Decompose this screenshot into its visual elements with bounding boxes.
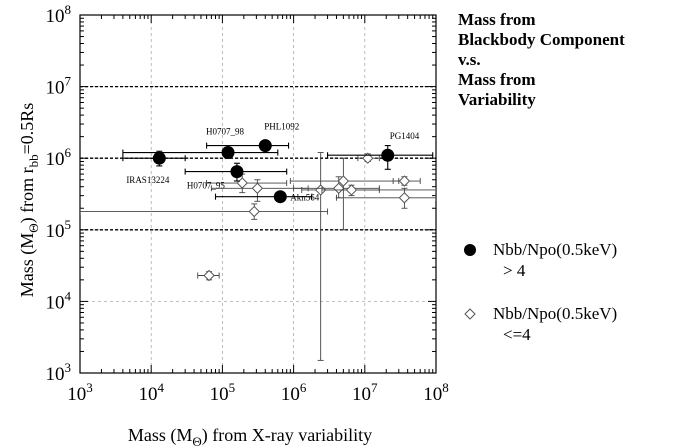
data-point-circle — [152, 151, 166, 165]
x-tick-label: 104 — [138, 380, 164, 405]
plot-frame — [79, 14, 437, 374]
x-tick-label: 108 — [423, 380, 449, 405]
title-line: v.s. — [458, 50, 481, 69]
legend-label: <=4 — [503, 325, 531, 344]
data-point-circle — [230, 165, 244, 179]
data-point-circle — [221, 146, 235, 160]
open-diamond-icon — [464, 308, 476, 320]
data-point-diamond — [398, 192, 411, 204]
data-point-circle — [381, 148, 395, 162]
title-line: Blackbody Component — [458, 30, 625, 49]
data-label: Akn564 — [290, 193, 319, 203]
legend-label: Nbb/Npo(0.5keV) — [493, 304, 618, 323]
title-line: Mass from — [458, 70, 536, 89]
y-tick-label: 104 — [46, 288, 72, 313]
data-label: PHL1092 — [264, 122, 299, 132]
legend-label: > 4 — [503, 261, 526, 280]
data-point-diamond — [345, 184, 358, 196]
data-point-diamond — [398, 175, 411, 187]
x-tick-label: 105 — [210, 380, 236, 405]
data-point-diamond — [248, 205, 260, 218]
data-point-diamond — [337, 175, 350, 187]
x-tick-label: 107 — [352, 380, 378, 405]
data-point-circle — [258, 139, 272, 153]
data-point-diamond — [203, 269, 215, 282]
y-tick-label: 103 — [46, 360, 72, 385]
data-point-diamond — [236, 177, 248, 189]
y-tick-label: 105 — [46, 217, 72, 242]
data-point-circle — [273, 190, 287, 204]
x-axis-label: Mass (MΘ) from X-ray variability — [128, 425, 372, 448]
x-tick-label: 106 — [281, 380, 307, 405]
data-label: IRAS13224 — [126, 175, 170, 185]
filled-circle-icon — [464, 244, 476, 256]
data-point-diamond — [251, 182, 264, 194]
y-axis-label: Mass (MΘ) from rbb=0.5Rs — [17, 103, 41, 298]
data-point-diamond — [332, 182, 345, 194]
legend-label: Nbb/Npo(0.5keV) — [493, 240, 618, 259]
data-label: H0707_95 — [187, 181, 225, 191]
data-layer — [80, 139, 436, 361]
y-tick-label: 108 — [46, 2, 72, 27]
title-line: Variability — [458, 90, 536, 109]
title-line: Mass from — [458, 10, 536, 29]
data-label: H0707_98 — [206, 127, 244, 137]
chart-title: Mass from Blackbody Component v.s. Mass … — [458, 10, 673, 110]
x-tick-label: 103 — [67, 380, 93, 405]
y-tick-label: 106 — [46, 145, 72, 170]
y-tick-label: 107 — [46, 74, 72, 99]
data-label: PG1404 — [390, 131, 420, 141]
